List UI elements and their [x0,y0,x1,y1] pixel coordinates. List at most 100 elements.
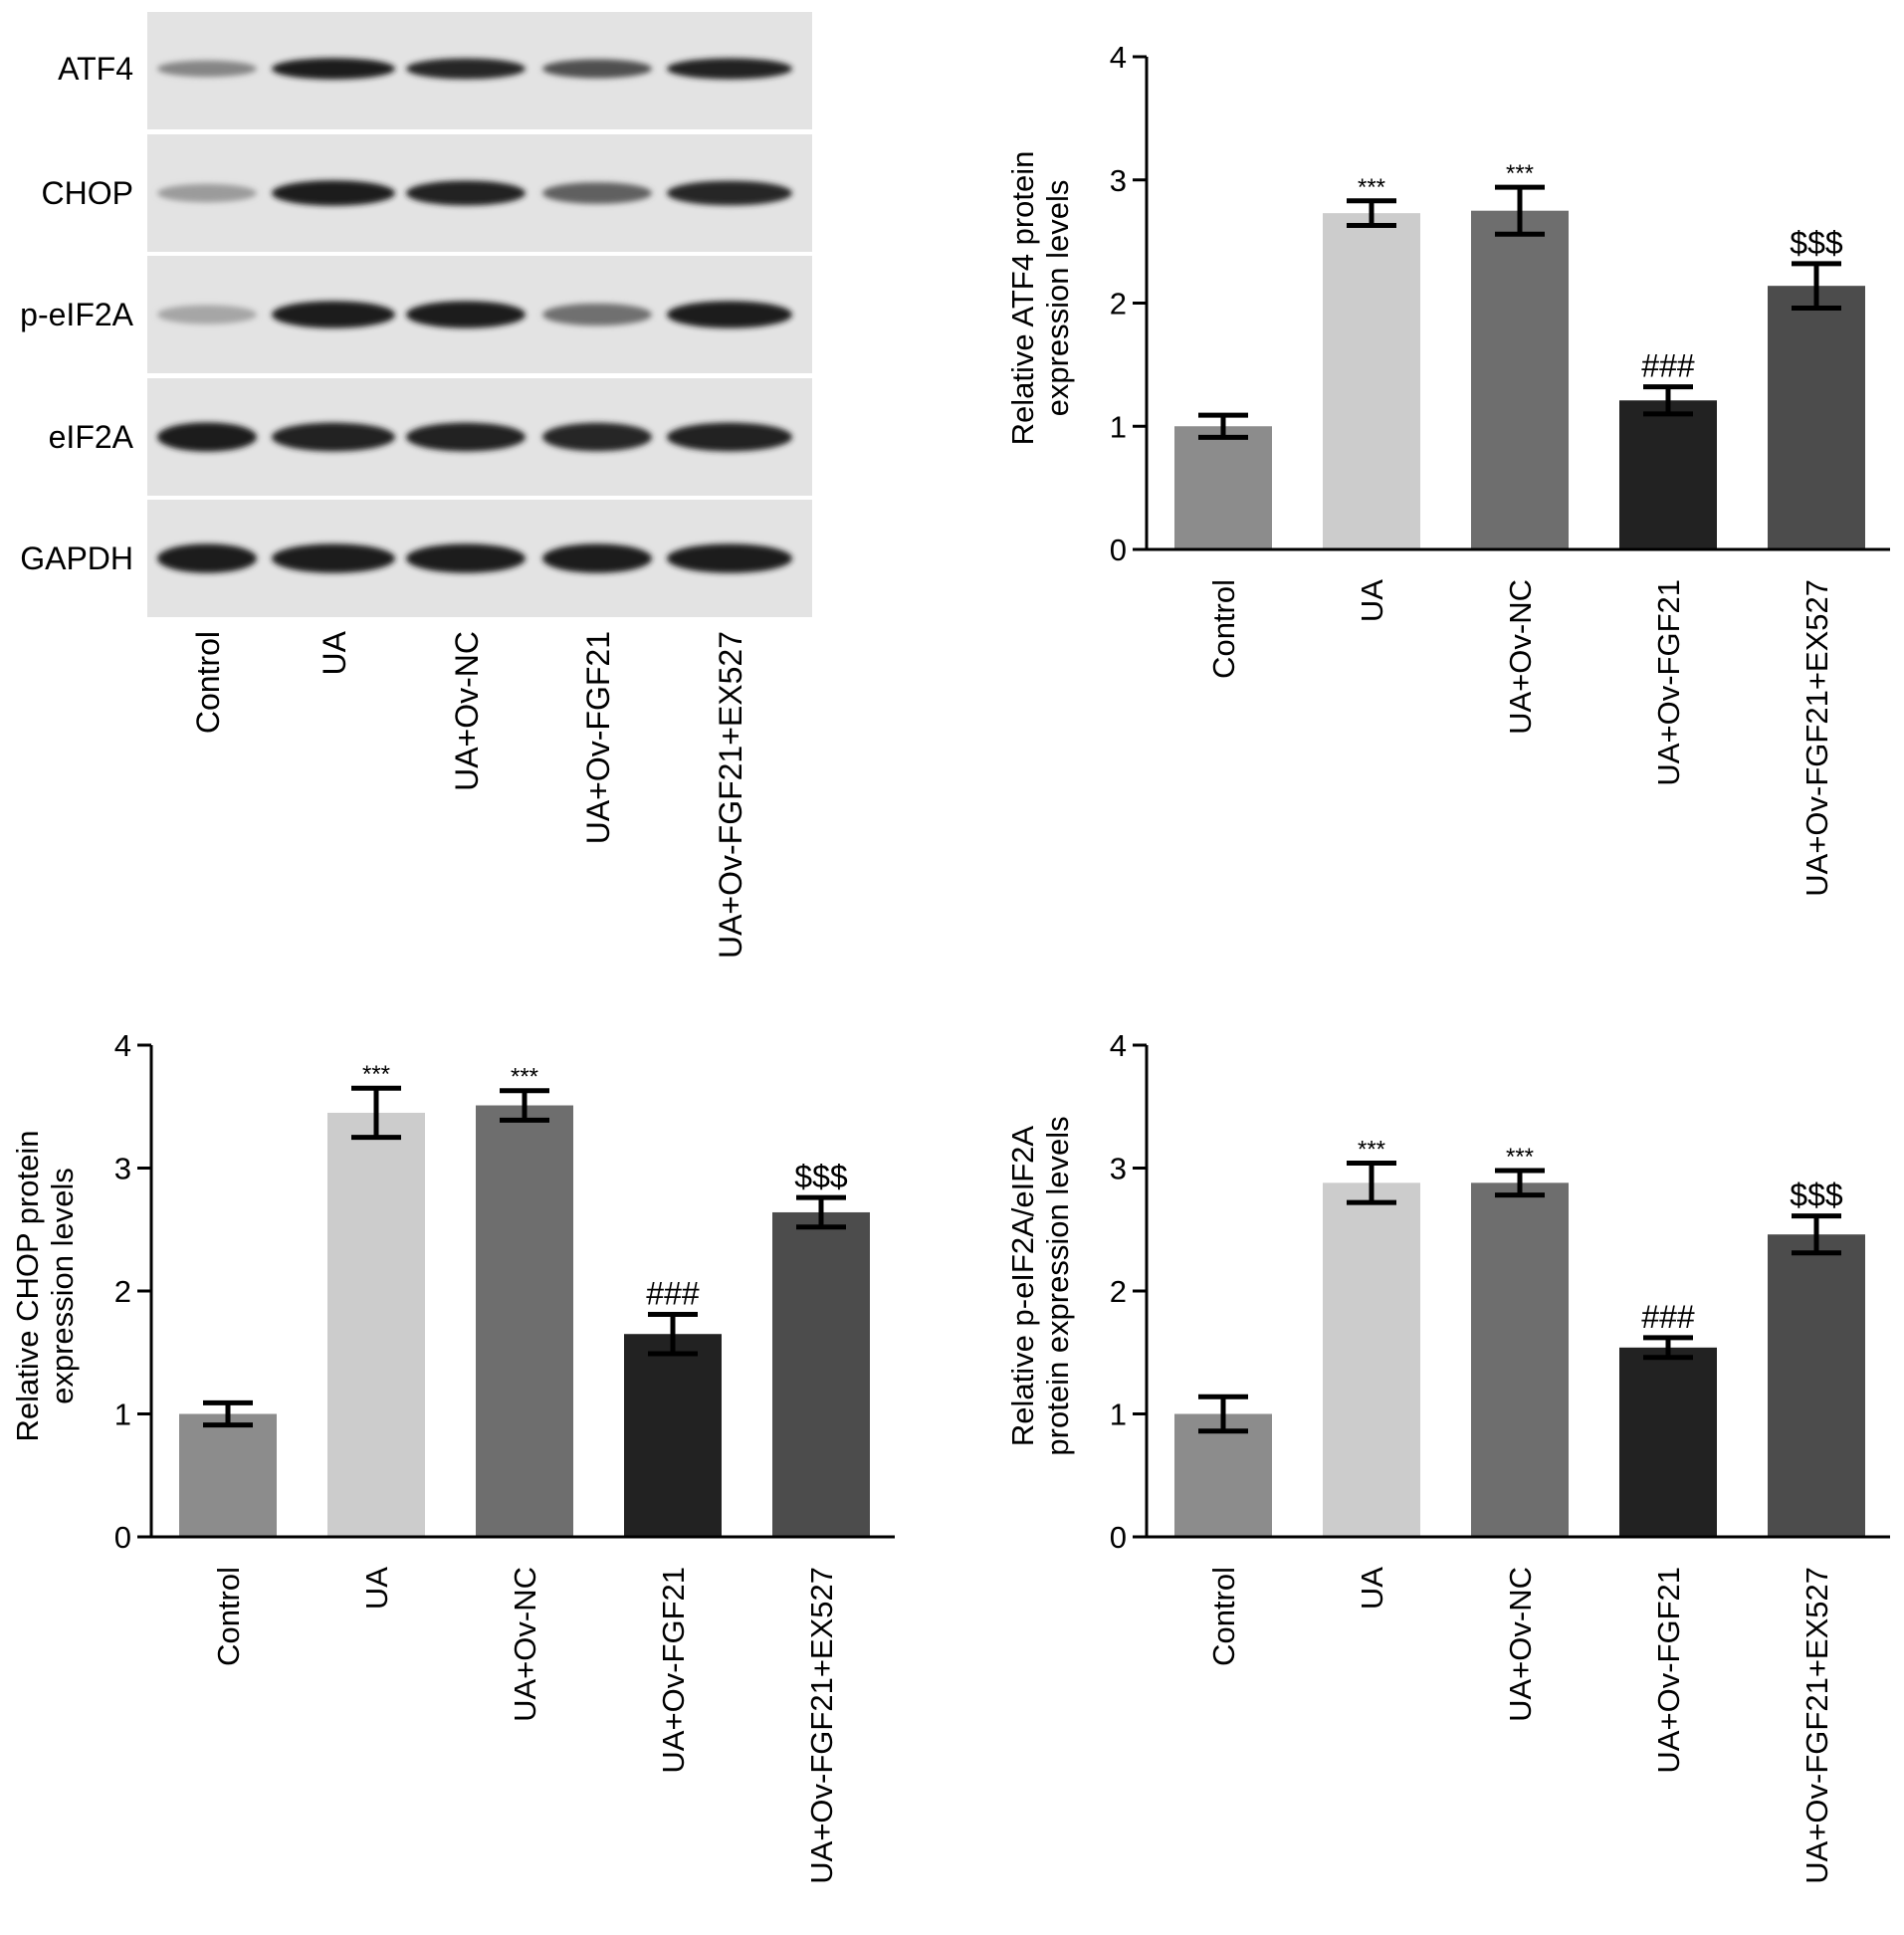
x-tick-label: UA+Ov-FGF21 [656,1567,691,1774]
x-tick-label: UA+Ov-NC [1503,1567,1538,1722]
bar-ua-ov-fgf21 [624,1334,722,1537]
bar-ua-ov-fgf21-ex527 [1768,286,1865,549]
y-tick-label: 4 [1110,1028,1127,1063]
blot-band [406,543,526,573]
significance-label: *** [362,1061,390,1088]
y-tick-label: 3 [1110,1152,1127,1186]
x-tick-label: Control [1206,579,1241,679]
blot-row-label: CHOP [42,175,133,211]
blot-strips [147,12,812,617]
bar-ua-ov-fgf21 [1619,400,1717,549]
significance-label: $$$ [1790,1178,1843,1213]
blot-lane-label: UA [317,630,352,675]
y-axis-label: Relative CHOP protein [10,1130,45,1441]
y-tick-label: 2 [1110,1274,1127,1309]
significance-label: ### [646,1275,700,1311]
x-tick-label: UA [359,1567,394,1610]
significance-label: *** [1506,1144,1534,1171]
blot-band [406,301,526,328]
blot-band [272,422,395,452]
blot-band [272,301,395,328]
y-axis-label: Relative p-eIF2A/eIF2A [1005,1126,1040,1447]
y-tick-label: 4 [114,1028,131,1063]
x-tick-label: UA+Ov-FGF21 [1651,579,1686,786]
blot-lane-labels: Control UA UA+Ov-NC UA+Ov-FGF21 UA+Ov-FGF21+… [190,630,748,959]
blot-band [157,422,257,452]
bar-ua-ov-fgf21 [1619,1347,1717,1537]
significance-label: *** [1358,1137,1385,1164]
blot-band [406,180,526,206]
significance-label: *** [511,1064,538,1091]
bar-control [179,1413,277,1537]
x-tick-label: UA [1355,1567,1389,1610]
bar-control [1174,426,1272,549]
blot-band [542,422,652,452]
y-tick-label: 1 [1110,1398,1127,1432]
blot-band [667,301,792,328]
x-tick-label: UA+Ov-FGF21+EX527 [1799,1567,1834,1884]
significance-label: ### [1641,1299,1695,1335]
significance-label: $$$ [794,1159,848,1194]
y-axis-label: Relative ATF4 protein [1005,151,1040,446]
blot-band [157,305,257,324]
blot-band [406,422,526,452]
blot-lane-label: Control [190,631,226,734]
blot-row-label: p-eIF2A [20,297,133,332]
blot-band [667,58,792,80]
blot-band [667,422,792,452]
y-tick-label: 2 [1110,287,1127,322]
chop-bar-chart: 0 1 2 3 4 Relative CHOP protein expression lev… [10,1028,895,1884]
blot-band [157,543,257,573]
significance-label: *** [1506,160,1534,187]
y-axis-label: expression levels [45,1168,80,1404]
bar-ua [327,1112,425,1537]
peif2a-eif2a-bar-chart: 0 1 2 3 4 Relative p-eIF2A/eIF2A protein expre… [1005,1028,1890,1884]
x-tick-label: UA+Ov-FGF21+EX527 [1799,579,1834,897]
bar-ua [1323,213,1420,549]
blot-band [272,58,395,80]
significance-label: $$$ [1790,225,1843,261]
y-tick-label: 0 [114,1520,131,1555]
significance-label: ### [1641,348,1695,384]
y-tick-label: 1 [1110,409,1127,444]
y-tick-label: 0 [1110,1520,1127,1555]
blot-band [272,180,395,206]
blot-row-labels: ATF4 CHOP p-eIF2A eIF2A GAPDH [20,51,133,576]
significance-label: *** [1358,174,1385,201]
x-tick-label: Control [1206,1567,1241,1666]
blot-lane-label: UA+Ov-FGF21 [580,631,616,844]
bar-ua-ov-nc [476,1105,573,1537]
x-tick-label: UA+Ov-FGF21+EX527 [804,1567,839,1884]
blot-band [542,303,652,326]
y-axis-label: protein expression levels [1040,1116,1075,1455]
atf4-bar-chart: 0 1 2 3 4 Relative ATF4 protein expression lev… [1005,40,1890,897]
y-tick-label: 2 [114,1274,131,1309]
x-tick-label: UA+Ov-FGF21 [1651,1567,1686,1774]
bar-ua-ov-fgf21-ex527 [1768,1234,1865,1537]
blot-lane-label: UA+Ov-FGF21+EX527 [713,631,748,959]
blot-band [406,58,526,80]
blot-row-label: ATF4 [58,51,133,87]
y-tick-label: 0 [1110,533,1127,567]
bar-ua-ov-nc [1471,1182,1569,1537]
x-tick-label: UA [1355,579,1389,622]
blot-band [157,183,257,203]
western-blot-panel: ATF4 CHOP p-eIF2A eIF2A GAPDH Control UA UA+Ov… [20,12,812,959]
bar-ua-ov-fgf21-ex527 [772,1211,870,1537]
x-tick-label: UA+Ov-NC [508,1567,542,1722]
blot-row-label: eIF2A [49,419,134,455]
bar-ua-ov-nc [1471,210,1569,549]
blot-lane-label: UA+Ov-NC [449,631,485,791]
y-tick-label: 3 [1110,163,1127,198]
y-tick-label: 4 [1110,40,1127,75]
blot-band [542,543,652,573]
blot-band [542,59,652,79]
y-tick-label: 3 [114,1152,131,1186]
blot-row-label: GAPDH [20,540,133,576]
blot-band [272,543,395,573]
blot-band [542,182,652,204]
bar-ua [1323,1182,1420,1537]
y-tick-label: 1 [114,1398,131,1432]
blot-band [667,180,792,206]
